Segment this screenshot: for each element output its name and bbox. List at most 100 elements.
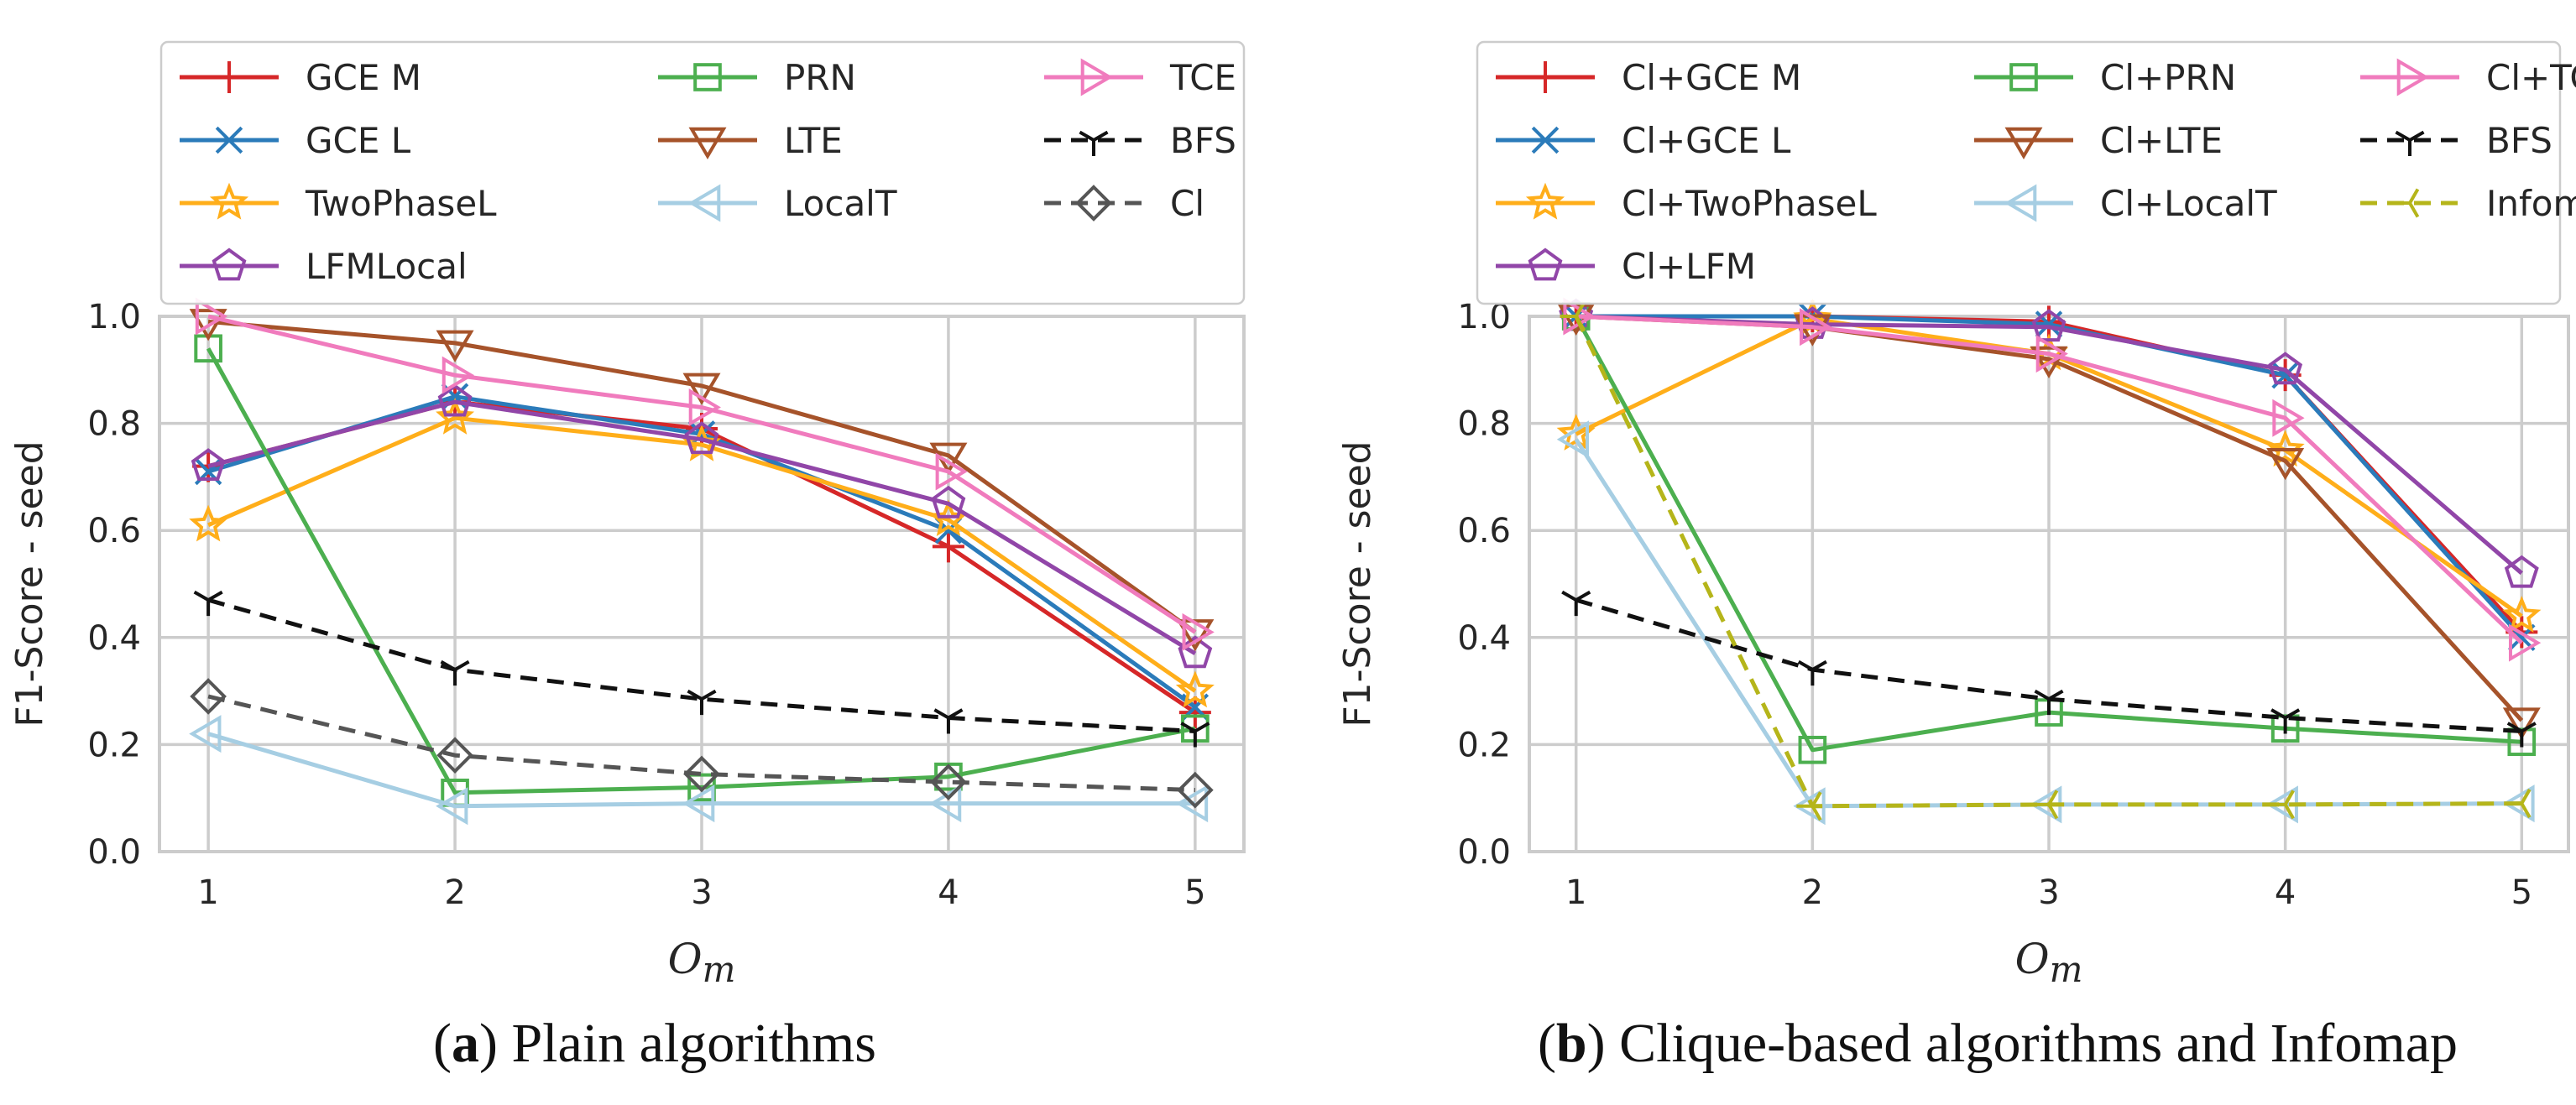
x-axis-label: Om (2015, 935, 2083, 990)
legend-label: Cl+LFM (1622, 246, 1756, 287)
data-point-bfs-4 (933, 708, 964, 734)
series-line-bfs (207, 597, 1196, 733)
y-axis-label: F1-Score - seed (8, 440, 51, 727)
legend-entry-cl-plus-gce-m: Cl+GCE M (1496, 57, 1801, 98)
series-infomap (1560, 301, 2532, 821)
data-point-twophasel-1 (189, 504, 228, 542)
data-point-cl-plus-lfm-5 (2504, 555, 2539, 588)
legend-label: Cl+TCE (2486, 57, 2576, 98)
data-point-lte-1 (189, 309, 227, 341)
y-tick-label: 0.6 (87, 512, 141, 550)
panel-caption: (b) Clique-based algorithms and Infomap (1538, 1013, 2458, 1074)
x-tick-label: 5 (1184, 873, 1205, 912)
data-point-lte-2 (436, 330, 474, 362)
data-point-cl-1 (190, 678, 227, 715)
y-tick-label: 1.0 (87, 298, 141, 336)
data-point-lfmlocal-3 (684, 421, 719, 455)
legend-label: LFMLocal (306, 246, 468, 287)
y-tick-label: 0.4 (87, 619, 141, 658)
data-point-localt-1 (189, 715, 222, 753)
data-point-localt-3 (682, 784, 715, 823)
data-point-cl-plus-tce-2 (1800, 308, 1832, 347)
chart-panel-a: 0.0 0.2 0.4 0.6 0.8 1.0 1 2 3 4 5 Om F1-Score - seed… (8, 40, 1246, 1074)
data-point-tce-1 (195, 297, 228, 336)
series-line-cl (207, 694, 1195, 793)
data-point-cl-plus-localt-5 (2502, 784, 2535, 823)
legend-entry-localt: LocalT (658, 183, 897, 224)
data-point-localt-2 (436, 787, 468, 826)
legend-label: TwoPhaseL (305, 183, 497, 224)
legend-label: Cl+TwoPhaseL (1622, 183, 1877, 224)
data-point-gce-m-5 (1178, 696, 1211, 729)
legend-label: BFS (1170, 120, 1236, 161)
legend-label: PRN (784, 57, 856, 98)
legend-entry-cl-plus-lfm: Cl+LFM (1496, 246, 1756, 287)
data-point-bfs-1 (193, 590, 223, 617)
legend-entry-gce-l: GCE L (180, 120, 411, 161)
legend-label: Cl+LocalT (2100, 183, 2277, 224)
data-point-gce-m-4 (932, 530, 964, 563)
legend-entry-cl-plus-gce-l: Cl+GCE L (1496, 120, 1791, 161)
legend-label: Cl+GCE L (1622, 120, 1791, 161)
panel-caption: (a) Plain algorithms (433, 1013, 876, 1074)
data-point-infomap-2 (1796, 791, 1822, 821)
legend: GCE M GCE L TwoPhaseL LFMLocal PRN LTE LocalT T… (159, 40, 1246, 305)
data-point-cl-plus-tce-3 (2035, 335, 2068, 373)
series-line-lfmlocal (207, 399, 1197, 656)
data-point-cl-5 (1177, 771, 1214, 809)
y-tick-label: 0.8 (87, 405, 141, 444)
legend-label: Cl+GCE M (1622, 57, 1801, 98)
x-tick-label: 1 (197, 873, 218, 912)
data-point-cl-plus-lte-5 (2502, 707, 2541, 740)
x-tick-label: 2 (1802, 873, 1823, 912)
data-point-tce-5 (1182, 612, 1215, 651)
data-point-twophasel-5 (1175, 670, 1215, 708)
series-lfmlocal (191, 383, 1213, 669)
y-tick-label: 0.8 (1457, 405, 1511, 444)
data-point-cl-3 (683, 755, 720, 793)
series-cl-plus-tce (1563, 297, 2542, 662)
legend-entry-cl: Cl (1044, 183, 1204, 224)
legend-label: GCE L (306, 120, 411, 161)
x-tick-label: 1 (1565, 873, 1586, 912)
data-point-bfs-5 (2506, 722, 2537, 748)
legend-label: LocalT (784, 183, 897, 224)
legend-label: Cl+LTE (2100, 120, 2223, 161)
data-point-infomap-3 (2033, 790, 2059, 820)
data-point-lfmlocal-1 (191, 448, 226, 481)
legend-entry-cl-plus-tce: Cl+TCE (2360, 57, 2576, 98)
series-bfs (193, 590, 1210, 748)
series-lte (189, 309, 1215, 652)
data-point-lfmlocal-2 (437, 383, 473, 417)
x-tick-label: 3 (691, 873, 712, 912)
series-localt (189, 715, 1209, 826)
y-tick-label: 0.0 (87, 833, 141, 872)
data-point-localt-5 (1175, 784, 1209, 823)
y-tick-label: 0.2 (1457, 726, 1511, 764)
x-tick-label: 5 (2511, 873, 2532, 912)
legend-entry-tce: TCE (1044, 57, 1236, 98)
data-point-tce-2 (442, 356, 475, 394)
data-point-lfmlocal-4 (931, 485, 966, 519)
legend-entry-prn: PRN (658, 57, 856, 98)
data-point-cl-plus-lfm-3 (2031, 309, 2067, 342)
x-tick-label: 4 (2275, 873, 2296, 912)
legend-entry-gce-m: GCE M (180, 57, 421, 98)
legend-entry-lfmlocal: LFMLocal (180, 246, 468, 287)
legend-entry-cl-plus-twophasel: Cl+TwoPhaseL (1496, 182, 1877, 224)
data-point-bfs-1 (1561, 590, 1591, 617)
data-point-cl-plus-localt-2 (1793, 787, 1826, 826)
legend-entry-cl-plus-prn: Cl+PRN (1974, 57, 2236, 98)
data-point-cl-plus-tce-5 (2508, 623, 2542, 662)
legend-label: TCE (1169, 57, 1236, 98)
legend: Cl+GCE M Cl+GCE L Cl+TwoPhaseL Cl+LFM Cl+PRN… (1476, 40, 2576, 305)
data-point-cl-plus-tce-4 (2272, 399, 2305, 437)
data-point-infomap-4 (2269, 790, 2295, 820)
data-point-tce-4 (935, 452, 968, 491)
data-point-cl-plus-lfm-4 (2268, 352, 2303, 385)
data-point-cl-plus-lte-3 (2030, 346, 2068, 378)
legend-entry-bfs: BFS (1044, 120, 1236, 161)
data-point-cl-4 (930, 764, 967, 800)
